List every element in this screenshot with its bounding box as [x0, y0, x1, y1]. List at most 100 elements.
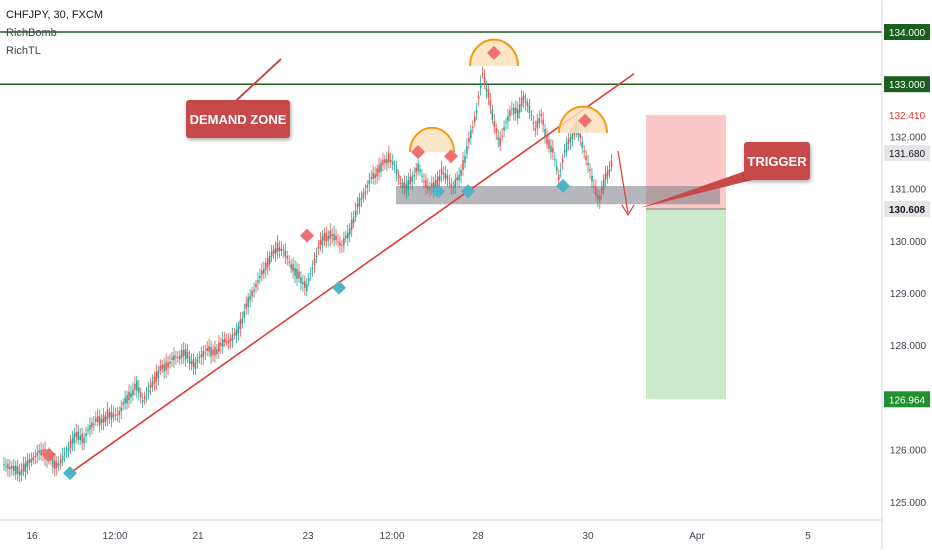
candle[interactable] [73, 427, 76, 451]
candle[interactable] [61, 447, 64, 467]
buy-signal-marker[interactable] [556, 178, 570, 193]
sell-signal-marker[interactable] [578, 113, 592, 128]
candle[interactable] [139, 387, 142, 404]
candle[interactable] [32, 452, 35, 465]
candle[interactable] [89, 417, 91, 438]
candle[interactable] [610, 153, 613, 172]
candle[interactable] [358, 192, 361, 214]
candle[interactable] [137, 379, 140, 401]
candle[interactable] [218, 334, 220, 359]
candle[interactable] [532, 115, 535, 131]
sell-signal-marker[interactable] [411, 145, 425, 160]
candle[interactable] [206, 341, 208, 357]
demand-zone-callout[interactable]: DEMAND ZONE [186, 100, 290, 138]
level-badge[interactable]: 134.000 [884, 24, 930, 40]
candle[interactable] [608, 161, 611, 179]
candle[interactable] [475, 102, 478, 120]
candle[interactable] [327, 230, 330, 247]
candle[interactable] [235, 322, 238, 344]
candle[interactable] [24, 457, 27, 480]
candle[interactable] [372, 165, 374, 185]
candle[interactable] [18, 463, 21, 483]
candle[interactable] [485, 80, 488, 99]
candle[interactable] [202, 345, 205, 365]
candle[interactable] [503, 120, 505, 138]
candle[interactable] [151, 374, 154, 392]
candle[interactable] [229, 333, 232, 349]
candle[interactable] [180, 343, 183, 365]
candle[interactable] [259, 268, 261, 285]
candle[interactable] [116, 407, 119, 423]
candle[interactable] [395, 161, 398, 182]
candle[interactable] [388, 145, 390, 169]
candle[interactable] [600, 181, 603, 200]
candle[interactable] [26, 452, 29, 475]
candle[interactable] [161, 359, 164, 373]
candle[interactable] [231, 327, 234, 348]
candle[interactable] [597, 188, 599, 208]
candle[interactable] [468, 131, 470, 150]
candle[interactable] [12, 459, 15, 477]
candle[interactable] [28, 453, 31, 471]
candle[interactable] [42, 443, 44, 462]
candle[interactable] [319, 232, 322, 252]
buy-signal-marker[interactable] [332, 280, 346, 295]
candle[interactable] [554, 152, 556, 167]
candle[interactable] [175, 350, 177, 365]
candle[interactable] [346, 224, 349, 246]
candle[interactable] [165, 353, 167, 378]
candle[interactable] [96, 408, 99, 427]
candle[interactable] [448, 174, 451, 190]
candle[interactable] [167, 356, 169, 375]
candle[interactable] [288, 255, 290, 267]
candle[interactable] [585, 150, 587, 166]
candle[interactable] [59, 453, 62, 470]
candle[interactable] [220, 337, 222, 354]
candle[interactable] [286, 250, 289, 266]
candle[interactable] [559, 162, 562, 178]
candle[interactable] [221, 331, 224, 355]
target-price-badge[interactable]: 126.964 [884, 391, 930, 408]
candle[interactable] [14, 460, 17, 480]
candle[interactable] [522, 90, 525, 109]
candle[interactable] [550, 139, 552, 160]
candle[interactable] [497, 129, 499, 148]
candle[interactable] [513, 103, 515, 121]
indicator-richbomb[interactable]: RichBomb [6, 27, 57, 39]
candle[interactable] [587, 154, 589, 173]
candle[interactable] [149, 377, 152, 395]
candle[interactable] [179, 349, 181, 365]
candle[interactable] [581, 135, 583, 154]
candle[interactable] [473, 111, 476, 127]
candle[interactable] [272, 245, 275, 259]
candle[interactable] [419, 164, 421, 176]
candle[interactable] [335, 229, 337, 246]
candle[interactable] [241, 311, 244, 329]
indicator-richtl[interactable]: RichTL [6, 45, 41, 57]
candle[interactable] [393, 160, 396, 173]
candle[interactable] [407, 173, 410, 197]
candle[interactable] [565, 136, 568, 157]
candle[interactable] [339, 236, 341, 254]
candle[interactable] [421, 168, 423, 184]
candle[interactable] [233, 327, 236, 340]
candle[interactable] [516, 101, 519, 125]
candle[interactable] [534, 120, 537, 138]
candle[interactable] [225, 333, 228, 346]
candle[interactable] [79, 428, 81, 446]
candle[interactable] [382, 152, 384, 172]
candle[interactable] [147, 381, 150, 400]
candle[interactable] [194, 356, 197, 376]
candle[interactable] [71, 430, 74, 452]
candle[interactable] [524, 93, 527, 111]
sell-signal-marker[interactable] [444, 149, 458, 164]
left-shoulder-arc[interactable] [409, 126, 455, 153]
candle[interactable] [606, 165, 609, 184]
candle[interactable] [169, 353, 171, 369]
candle[interactable] [104, 411, 107, 427]
candle[interactable] [542, 111, 544, 133]
candle[interactable] [300, 271, 302, 291]
candle[interactable] [501, 128, 503, 141]
candle[interactable] [352, 210, 355, 228]
candle[interactable] [479, 75, 482, 96]
